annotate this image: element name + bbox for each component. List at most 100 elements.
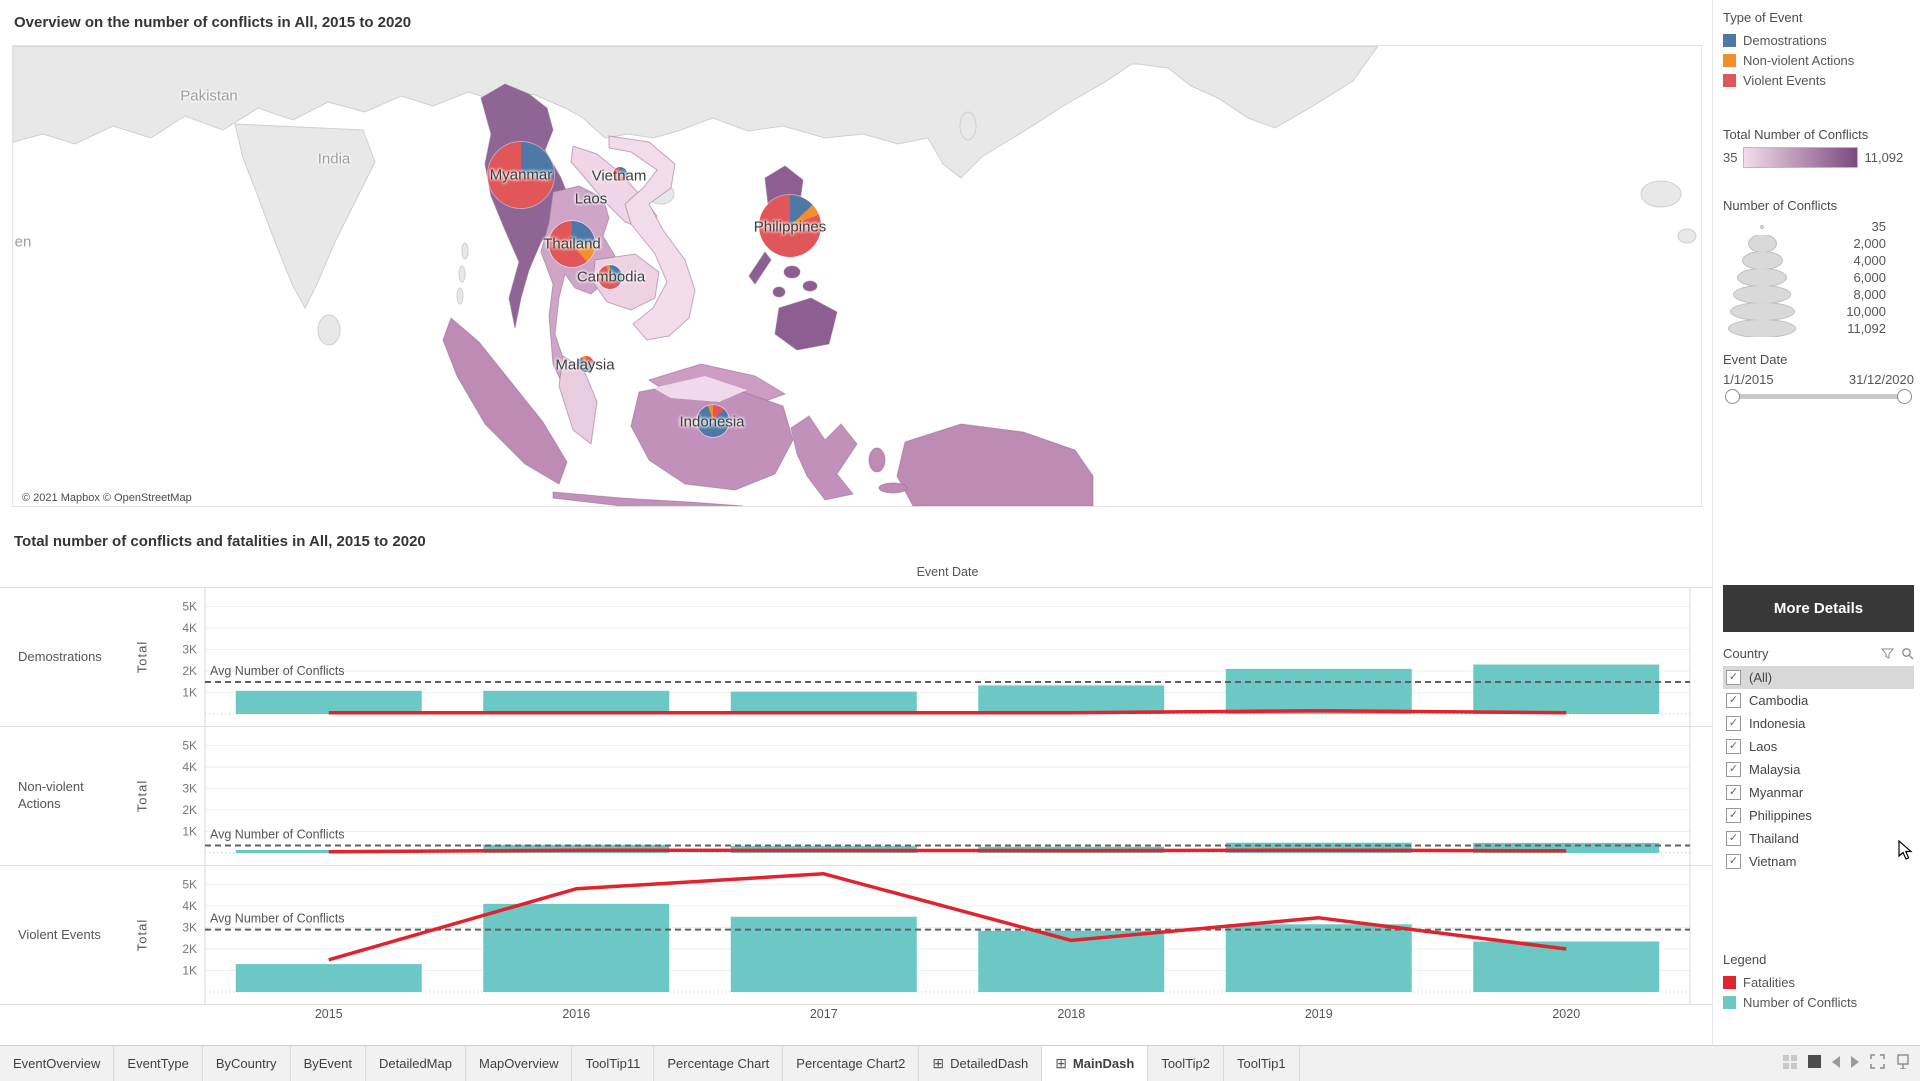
checkbox-checked-icon[interactable]: ✓ <box>1726 670 1741 685</box>
slider-handle-end[interactable] <box>1897 389 1912 404</box>
conflicts-bar-2015[interactable] <box>235 964 422 992</box>
event-date-end: 31/12/2020 <box>1848 372 1914 387</box>
checkbox-checked-icon[interactable]: ✓ <box>1726 739 1741 754</box>
checkbox-checked-icon[interactable]: ✓ <box>1726 693 1741 708</box>
conflicts-bar-2016[interactable] <box>483 690 670 714</box>
country-option-label: Malaysia <box>1749 762 1801 777</box>
island-papua[interactable] <box>868 423 1094 506</box>
sri-lanka <box>317 314 341 346</box>
chart-section-title: Total number of conflicts and fatalities… <box>14 533 426 550</box>
conflicts-bar-2017[interactable] <box>730 691 917 714</box>
legend-item-label: Number of Conflicts <box>1743 994 1858 1010</box>
map-pie-malaysia[interactable] <box>578 356 594 372</box>
legend-swatch <box>1723 53 1736 67</box>
map-country-label-laos[interactable]: Laos <box>574 190 608 208</box>
island-java[interactable] <box>552 491 744 506</box>
map-country-label-vietnam[interactable]: Vietnam <box>591 167 647 185</box>
fatalities-line[interactable] <box>328 848 1567 854</box>
map-pie-thailand[interactable] <box>549 221 595 267</box>
legend-item[interactable]: Number of Conflicts <box>1723 992 1914 1012</box>
map-country-label-philippines[interactable]: Philippines <box>753 218 827 236</box>
checkbox-checked-icon[interactable]: ✓ <box>1726 854 1741 869</box>
country-filter-option-myanmar[interactable]: ✓ Myanmar <box>1723 781 1914 804</box>
conflicts-bar-2018[interactable] <box>978 685 1165 714</box>
legend-item[interactable]: Violent Events <box>1723 70 1914 90</box>
map-pie-vietnam[interactable] <box>613 167 627 181</box>
fullscreen-icon[interactable] <box>1870 1054 1885 1069</box>
size-legend-row: 4,000 <box>1723 252 1914 269</box>
map-pie-cambodia[interactable] <box>598 265 622 289</box>
country-filter-option-malaysia[interactable]: ✓ Malaysia <box>1723 758 1914 781</box>
legend-item[interactable]: Non-violent Actions <box>1723 50 1914 70</box>
map-country-label-thailand[interactable]: Thailand <box>543 235 601 253</box>
country-filter-option-laos[interactable]: ✓ Laos <box>1723 735 1914 758</box>
fatalities-line[interactable] <box>328 872 1567 962</box>
conflicts-bar-2020[interactable] <box>1473 664 1660 714</box>
country-filter-option-vietnam[interactable]: ✓ Vietnam <box>1723 850 1914 873</box>
tab-percentage-chart2[interactable]: Percentage Chart2 <box>783 1046 920 1081</box>
conflicts-bar-2020[interactable] <box>1473 941 1660 992</box>
size-legend-value: 35 <box>1871 219 1886 234</box>
map-pie-myanmar[interactable] <box>488 142 554 208</box>
checkbox-checked-icon[interactable]: ✓ <box>1726 831 1741 846</box>
checkbox-checked-icon[interactable]: ✓ <box>1726 785 1741 800</box>
tab-percentage-chart[interactable]: Percentage Chart <box>654 1046 784 1081</box>
country-filter-option-thailand[interactable]: ✓ Thailand <box>1723 827 1914 850</box>
tab-tooltip11[interactable]: ToolTip11 <box>572 1046 655 1081</box>
tab-eventoverview[interactable]: EventOverview <box>0 1046 115 1081</box>
checkbox-checked-icon[interactable]: ✓ <box>1726 762 1741 777</box>
conflicts-bar-2020[interactable] <box>1473 842 1660 853</box>
tab-eventtype[interactable]: EventType <box>114 1046 203 1081</box>
current-sheet-icon[interactable] <box>1808 1055 1821 1068</box>
tab-tooltip1[interactable]: ToolTip1 <box>1224 1046 1300 1081</box>
country-filter-option-all[interactable]: ✓ (All) <box>1723 666 1914 689</box>
map-view[interactable]: Pakistan India en Myanmar Vietnam Laos Thailan… <box>12 45 1702 507</box>
conflicts-bar-2019[interactable] <box>1225 924 1412 992</box>
checkbox-checked-icon[interactable]: ✓ <box>1726 808 1741 823</box>
map-country-label-myanmar[interactable]: Myanmar <box>489 166 553 184</box>
island-borneo-north[interactable] <box>653 376 747 402</box>
map-attribution[interactable]: © 2021 Mapbox © OpenStreetMap <box>13 490 201 506</box>
sheet-sorter-icon[interactable] <box>1783 1054 1797 1069</box>
country-filter-option-indonesia[interactable]: ✓ Indonesia <box>1723 712 1914 735</box>
conflicts-bar-2015[interactable] <box>235 690 422 714</box>
fatalities-line[interactable] <box>328 709 1567 715</box>
tab-tooltip2[interactable]: ToolTip2 <box>1148 1046 1224 1081</box>
search-icon[interactable] <box>1901 647 1914 660</box>
conflicts-bar-2019[interactable] <box>1225 668 1412 714</box>
country-filter-option-philippines[interactable]: ✓ Philippines <box>1723 804 1914 827</box>
tab-maindash[interactable]: ⊞ MainDash <box>1042 1046 1149 1081</box>
y-axis-title: Total <box>134 640 150 674</box>
size-legend-title: Number of Conflicts <box>1723 198 1838 213</box>
map-pie-indonesia[interactable] <box>697 405 729 437</box>
tab-bycountry[interactable]: ByCountry <box>203 1046 291 1081</box>
map-country-label-malaysia[interactable]: Malaysia <box>555 356 615 374</box>
slider-handle-start[interactable] <box>1725 389 1740 404</box>
map-country-label-indonesia[interactable]: Indonesia <box>679 413 745 431</box>
date-range-slider[interactable] <box>1725 389 1912 404</box>
legend-item[interactable]: Fatalities <box>1723 972 1914 992</box>
x-tick-2020: 2020 <box>1552 1007 1581 1021</box>
tab-detailedmap[interactable]: DetailedMap <box>366 1046 466 1081</box>
tab-mapoverview[interactable]: MapOverview <box>466 1046 573 1081</box>
filter-funnel-icon[interactable] <box>1881 648 1895 660</box>
more-details-button[interactable]: More Details <box>1723 585 1914 632</box>
y-tick: 1K <box>182 964 197 978</box>
tab-detaileddash[interactable]: ⊞ DetailedDash <box>919 1046 1043 1081</box>
color-gradient-bar[interactable] <box>1743 147 1859 168</box>
conflicts-bar-2016[interactable] <box>483 903 670 992</box>
conflicts-bar-2017[interactable] <box>730 916 917 992</box>
presentation-mode-icon[interactable] <box>1896 1054 1910 1069</box>
island-sumatra[interactable] <box>442 317 568 485</box>
previous-sheet-icon[interactable] <box>1832 1055 1840 1068</box>
map-pie-philippines[interactable] <box>759 195 821 257</box>
tab-byevent[interactable]: ByEvent <box>291 1046 366 1081</box>
map-country-label-cambodia[interactable]: Cambodia <box>576 268 646 286</box>
country-filter-option-cambodia[interactable]: ✓ Cambodia <box>1723 689 1914 712</box>
checkbox-checked-icon[interactable]: ✓ <box>1726 716 1741 731</box>
next-sheet-icon[interactable] <box>1851 1055 1859 1068</box>
conflicts-bar-2019[interactable] <box>1225 842 1412 853</box>
country-vietnam[interactable] <box>608 135 696 341</box>
legend-item[interactable]: Demostrations <box>1723 30 1914 50</box>
island-sulawesi[interactable] <box>790 415 858 501</box>
